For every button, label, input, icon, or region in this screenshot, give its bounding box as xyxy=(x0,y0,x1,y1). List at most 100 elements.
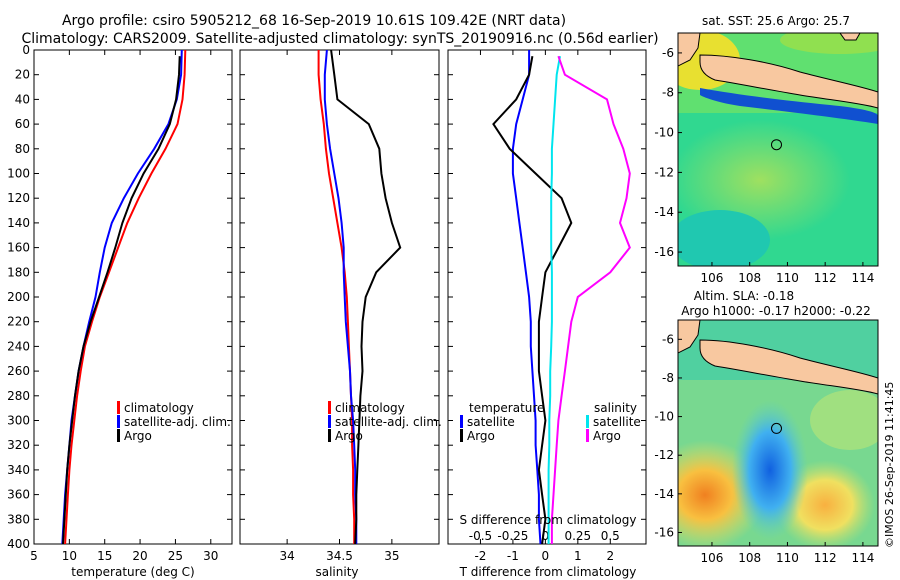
depth-tick-label: 240 xyxy=(7,339,30,353)
series-line-difference-2 xyxy=(547,56,561,544)
x-tick-label: -1 xyxy=(507,549,519,563)
lat-tick-label: -12 xyxy=(654,165,674,179)
sla-map-title-2: Argo h1000: -0.17 h2000: -0.22 xyxy=(681,304,871,318)
sla-map-frame xyxy=(677,319,879,547)
sla-java-land xyxy=(699,339,878,395)
lon-tick-label: 110 xyxy=(776,551,799,565)
sla-longitude-tick-labels: 106 108 110 112 114 xyxy=(701,542,874,565)
lon-tick-label: 112 xyxy=(814,551,837,565)
lat-tick-label: -12 xyxy=(654,448,674,462)
lat-tick-label: -16 xyxy=(654,525,674,539)
imos-timestamp: ©IMOS 26-Sep-2019 11:41:45 xyxy=(883,382,896,548)
depth-tick-label: 40 xyxy=(15,92,30,106)
legend-label-argo: Argo xyxy=(335,429,363,443)
legend-swatch-satellite xyxy=(328,415,331,428)
s-tick-label: 0 xyxy=(542,529,550,543)
legend-label-t-satellite: satellite xyxy=(467,415,515,429)
lat-tick-label: -6 xyxy=(662,46,674,60)
s-tick-label: -0.5 xyxy=(469,529,492,543)
depth-tick-label: 300 xyxy=(7,414,30,428)
sla-map-title-1: Altim. SLA: -0.18 xyxy=(694,289,794,303)
depth-tick-label: 160 xyxy=(7,241,30,255)
legend-swatch-satellite xyxy=(117,415,120,428)
salinity-legend: climatology satellite-adj. clim. Argo xyxy=(328,401,442,443)
salinity-series xyxy=(317,49,402,545)
temperature-panel: 0 20 40 60 80 100 120 140 160 180 200 220 240 260 280 3… xyxy=(7,43,233,579)
sst-longitude-tick-labels: 106 108 110 112 114 xyxy=(701,262,874,285)
series-line-temperature-1 xyxy=(61,49,183,545)
sst-south-patch xyxy=(678,210,770,266)
depth-tick-label: 180 xyxy=(7,265,30,279)
temperature-series xyxy=(61,49,187,545)
legend-title-temperature: temperature xyxy=(469,401,544,415)
salinity-xlabel: salinity xyxy=(315,565,358,579)
lon-tick-label: 110 xyxy=(776,271,799,285)
legend-label-satellite: satellite-adj. clim. xyxy=(335,415,442,429)
sst-latitude-tick-labels: -6 -8 -10 -12 -14 -16 xyxy=(654,46,682,259)
depth-tick-label: 200 xyxy=(7,290,30,304)
sst-sumatra-land xyxy=(678,33,701,67)
depth-tick-labels: 0 20 40 60 80 100 120 140 160 180 200 220 240 260 280 3… xyxy=(7,43,30,551)
sst-map: sat. SST: 25.6 Argo: 25.7 106 108 110 112 11… xyxy=(654,14,879,285)
s-tick-label: -0.25 xyxy=(497,529,528,543)
sst-mid-patch xyxy=(678,120,850,240)
depth-tick-label: 320 xyxy=(7,438,30,452)
lon-tick-label: 106 xyxy=(701,551,724,565)
series-line-salinity-2 xyxy=(330,49,402,545)
sla-low xyxy=(732,400,808,540)
t-difference-xlabel: T difference from climatology xyxy=(459,565,637,579)
series-line-salinity-0 xyxy=(317,50,356,544)
x-tick-label: 20 xyxy=(132,549,147,563)
x-tick-label: 15 xyxy=(97,549,112,563)
depth-tick-label: 20 xyxy=(15,68,30,82)
title-line-1: Argo profile: csiro 5905212_68 16-Sep-20… xyxy=(62,13,566,29)
legend-swatch-climatology xyxy=(328,401,331,414)
difference-axes-frame xyxy=(447,49,647,545)
lon-tick-label: 112 xyxy=(814,271,837,285)
sst-map-title: sat. SST: 25.6 Argo: 25.7 xyxy=(702,14,850,28)
temperature-xlabel: temperature (deg C) xyxy=(71,565,194,579)
t-difference-tick-labels: -2 -1 0 1 2 xyxy=(448,49,646,563)
lat-tick-label: -16 xyxy=(654,245,674,259)
salinity-panel: 34 34.5 35 salinity climatology satellite-… xyxy=(239,49,442,579)
sla-east-patch xyxy=(810,390,878,450)
legend-swatch-s-argo xyxy=(586,429,589,442)
depth-tick-label: 120 xyxy=(7,191,30,205)
depth-tick-label: 380 xyxy=(7,512,30,526)
x-tick-label: 2 xyxy=(606,549,614,563)
x-tick-label: 34.5 xyxy=(326,549,353,563)
sla-map: Altim. SLA: -0.18 Argo h1000: -0.17 h200… xyxy=(654,289,879,565)
series-line-difference-3 xyxy=(550,55,631,544)
lat-tick-label: -10 xyxy=(654,126,674,140)
temperature-axes-frame xyxy=(33,49,233,545)
legend-swatch-t-argo xyxy=(460,429,463,442)
legend-label-climatology: climatology xyxy=(124,401,194,415)
x-tick-label: 34 xyxy=(279,549,294,563)
depth-tick-label: 280 xyxy=(7,389,30,403)
sst-argo-position-marker xyxy=(771,139,782,151)
legend-label-satellite: satellite-adj. clim. xyxy=(124,415,231,429)
sst-cold-strip xyxy=(700,88,878,124)
depth-tick-label: 260 xyxy=(7,364,30,378)
depth-tick-label: 100 xyxy=(7,167,30,181)
legend-swatch-argo xyxy=(117,429,120,442)
legend-label-s-satellite: satellite xyxy=(593,415,641,429)
series-line-salinity-1 xyxy=(323,49,358,544)
legend-label-climatology: climatology xyxy=(335,401,405,415)
depth-tick-label: 360 xyxy=(7,488,30,502)
x-tick-label: 0 xyxy=(542,549,550,563)
temperature-tick-labels: 5 10 15 20 25 30 xyxy=(30,49,232,563)
lat-tick-label: -10 xyxy=(654,410,674,424)
sst-java-sea xyxy=(780,33,878,54)
s-tick-label: 0.25 xyxy=(564,529,591,543)
depth-tick-label: 0 xyxy=(22,43,30,57)
lon-tick-label: 114 xyxy=(851,551,874,565)
x-tick-label: 30 xyxy=(203,549,218,563)
legend-swatch-t-satellite xyxy=(460,415,463,428)
s-difference-xlabel: S difference from climatology xyxy=(460,513,637,527)
depth-tick-label: 60 xyxy=(15,117,30,131)
s-difference-tick-labels: -0.5 -0.25 0 0.25 0.5 xyxy=(469,529,620,543)
lon-tick-label: 108 xyxy=(738,551,761,565)
x-tick-label: -2 xyxy=(474,549,486,563)
